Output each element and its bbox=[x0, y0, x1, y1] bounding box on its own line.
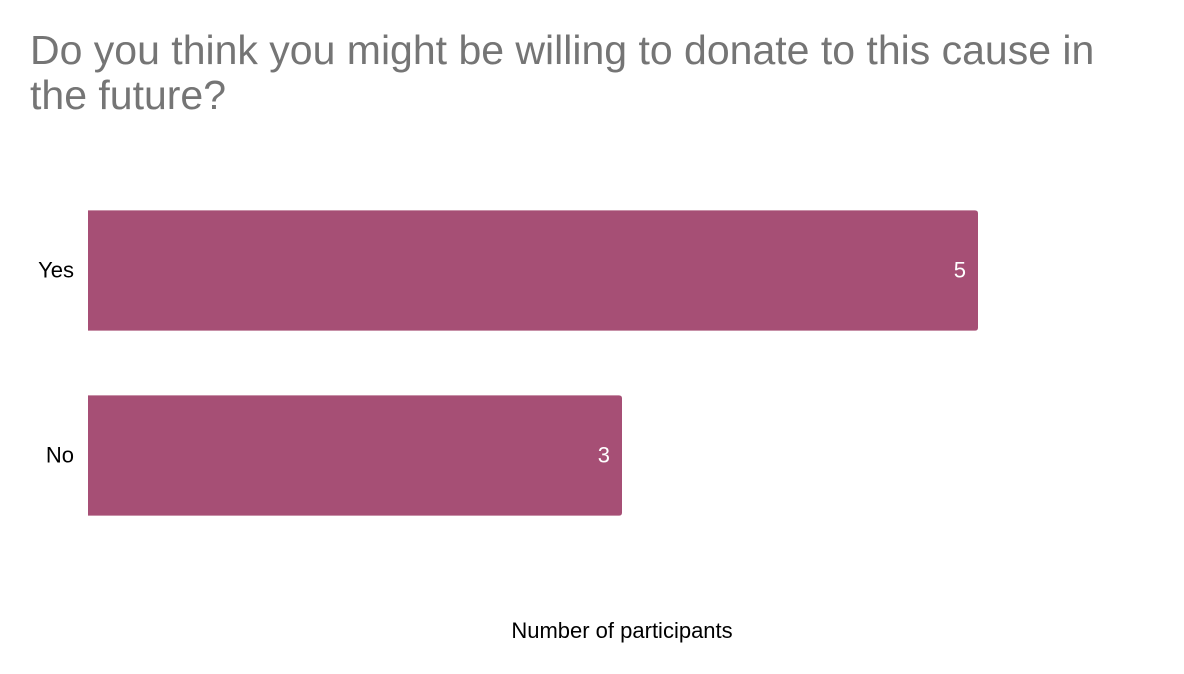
bar bbox=[88, 395, 622, 516]
chart-title: Do you think you might be willing to don… bbox=[30, 27, 1095, 118]
y-tick-label: Yes bbox=[38, 257, 74, 282]
y-tick-label: No bbox=[46, 442, 74, 467]
value-label: 5 bbox=[954, 257, 966, 282]
bar bbox=[88, 210, 978, 331]
x-axis-title: Number of participants bbox=[511, 618, 732, 643]
value-label: 3 bbox=[598, 442, 610, 467]
